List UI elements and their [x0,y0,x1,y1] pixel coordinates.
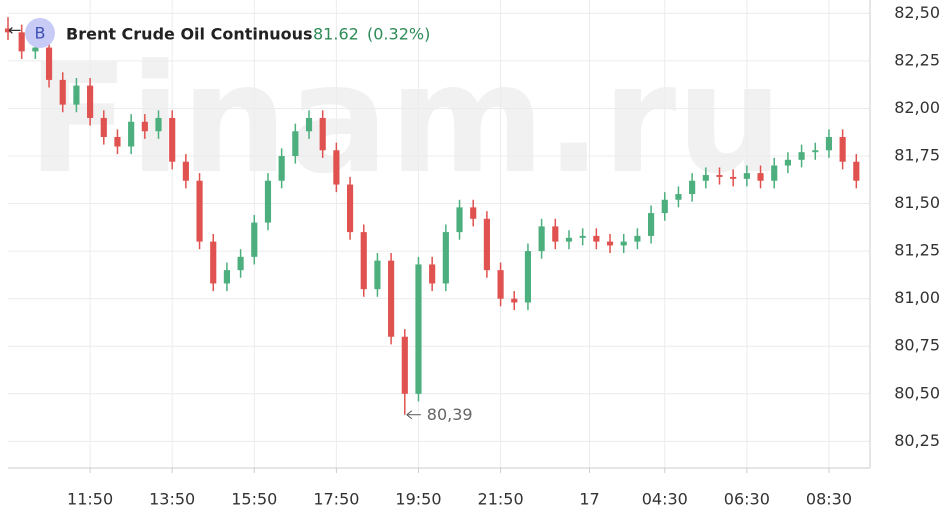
candle-body [839,136,846,162]
candle-body [675,194,682,200]
x-tick-label: 15:50 [231,490,277,509]
candle-body [825,136,833,151]
candle-body [73,85,80,105]
candle-body [429,264,436,284]
candle-body [593,235,600,242]
candle-body [251,222,258,257]
candle-body [784,159,791,166]
change: (0.32%) [367,25,430,44]
x-tick-label: 17 [579,490,599,509]
y-tick-label: 82,25 [894,50,940,69]
candle-body [538,226,545,252]
candle-body [32,47,39,52]
candle-body [812,150,819,153]
x-tick-label: 19:50 [395,490,441,509]
candle-body [702,175,709,181]
candle-body [319,117,326,151]
candle-body [757,173,764,181]
back-arrow[interactable]: ← [8,21,21,40]
candle-body [552,226,559,242]
annotation-arrowhead [406,410,413,420]
candle-body [169,117,176,162]
y-tick-label: 80,50 [894,383,940,402]
candle-body [264,180,272,223]
candle-body [333,150,340,185]
candle-body [401,336,408,394]
y-tick-label: 81,25 [894,241,940,260]
candle-body [155,117,162,132]
candle-body [305,117,313,132]
candle-body [141,121,148,132]
candle-body [388,260,395,337]
candle-body [853,161,860,181]
candle-body [689,180,696,195]
candle-body [483,218,490,271]
candle-body [771,165,778,181]
candle-body [634,235,641,242]
candle-body [524,251,532,303]
candle-body [100,117,107,137]
candle-body [579,235,586,238]
y-tick-label: 81,00 [894,288,940,307]
candle-body [182,161,189,181]
x-tick-label: 04:30 [642,490,688,509]
x-tick-label: 21:50 [478,490,524,509]
candle-body [237,256,244,271]
candle-body [374,260,381,290]
candle-body [648,213,655,236]
y-tick-label: 81,50 [894,193,940,212]
candle-body [497,270,504,299]
price: 81.62 [313,25,359,44]
candle-body [442,232,449,284]
y-tick-label: 80,75 [894,336,940,355]
candle-body [511,298,518,303]
annotation-label: 80,39 [427,405,473,424]
candle-body [415,264,422,394]
candle-body [196,180,203,242]
candle-body [223,270,230,284]
candle-body [730,176,737,179]
instrument-title: Brent Crude Oil Continuous [66,25,313,44]
candle-body [18,32,25,52]
badge [25,18,55,48]
candle-body [210,241,217,284]
candle-body [346,184,354,233]
candle-body [743,173,750,179]
candle-body [45,47,53,80]
candle-body [59,79,66,105]
candle-body [661,199,668,214]
x-tick-label: 11:50 [67,490,113,509]
candle-body [470,207,477,219]
x-tick-label: 13:50 [149,490,195,509]
candle-body [360,232,367,290]
y-tick-label: 82,00 [894,98,940,117]
x-tick-label: 17:50 [313,490,359,509]
candle-body [4,28,12,33]
candle-body [798,152,805,160]
candle-body [114,136,121,147]
badge-letter: B [35,24,46,43]
candle-body [606,241,614,246]
candle-body [456,207,463,233]
candle-body [620,241,627,246]
candle-body [292,131,299,156]
y-tick-label: 82,50 [894,3,940,22]
x-tick-label: 06:30 [724,490,770,509]
y-tick-label: 81,75 [894,146,940,165]
candle-body [278,156,285,181]
candle-body [128,121,135,147]
candle-body [565,237,573,242]
y-tick-label: 80,25 [894,431,940,450]
candle-body [716,175,723,177]
watermark: Finam.ru [27,33,783,207]
x-tick-label: 08:30 [806,490,852,509]
candle-body [87,85,94,118]
